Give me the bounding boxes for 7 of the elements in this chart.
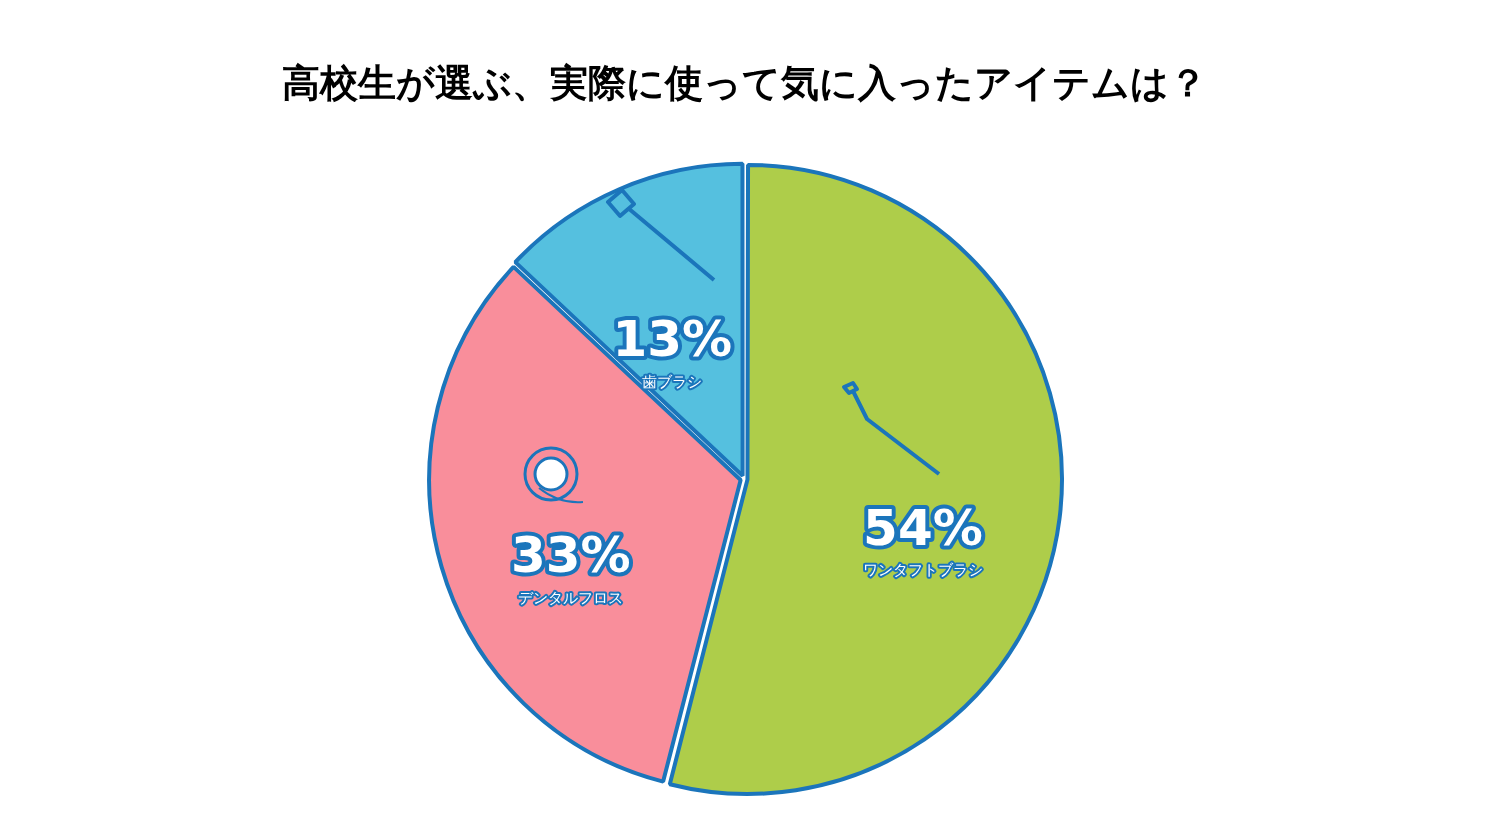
chart-title: 高校生が選ぶ、実際に使って気に入ったアイテムは？ — [280, 60, 1208, 107]
data-label: 13% — [612, 310, 733, 369]
data-label: 54% — [863, 498, 983, 557]
slice-label: ワンタフトブラシ — [862, 561, 983, 580]
slice-label: デンタルフロス — [518, 589, 624, 608]
slice-label: 歯ブラシ — [642, 373, 703, 392]
data-label: 33% — [510, 526, 631, 585]
